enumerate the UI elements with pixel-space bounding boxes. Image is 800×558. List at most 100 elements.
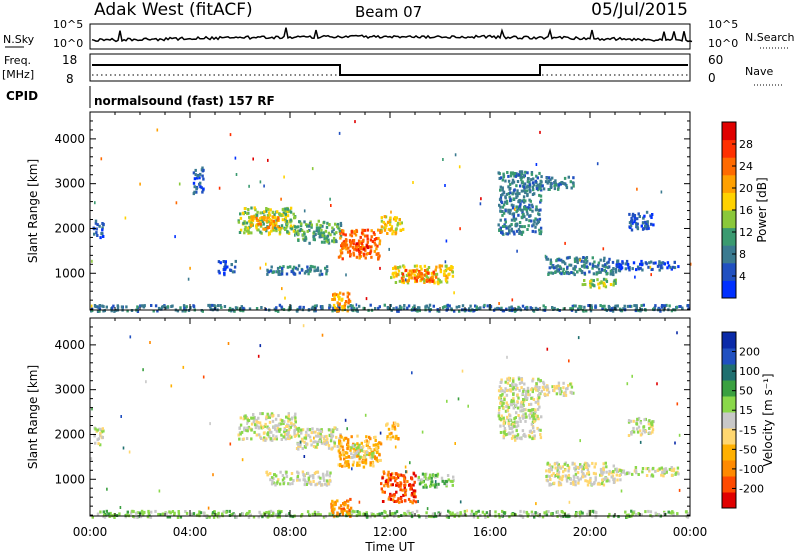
data-cell bbox=[351, 456, 354, 459]
data-cell bbox=[535, 414, 538, 418]
data-cell bbox=[383, 222, 387, 226]
data-cell bbox=[129, 335, 132, 339]
data-cell bbox=[161, 512, 165, 516]
data-cell bbox=[330, 509, 334, 513]
data-cell bbox=[508, 187, 511, 191]
data-cell bbox=[509, 199, 512, 203]
data-cell bbox=[342, 507, 345, 511]
data-cell bbox=[361, 239, 365, 243]
data-cell bbox=[357, 454, 360, 457]
freq-trace bbox=[92, 64, 688, 76]
data-cell bbox=[361, 244, 364, 247]
data-cell bbox=[631, 212, 635, 216]
data-cell bbox=[352, 251, 355, 255]
data-cell bbox=[198, 510, 201, 514]
data-cell bbox=[317, 513, 320, 516]
data-cell bbox=[520, 232, 523, 236]
data-cell bbox=[272, 270, 275, 274]
data-cell bbox=[520, 400, 523, 404]
data-cell bbox=[486, 304, 489, 308]
data-cell bbox=[325, 239, 328, 243]
data-cell bbox=[563, 272, 566, 275]
data-cell bbox=[149, 341, 151, 344]
data-cell bbox=[369, 250, 372, 254]
data-cell bbox=[521, 304, 525, 308]
data-cell bbox=[571, 306, 574, 310]
data-cell bbox=[328, 303, 331, 307]
data-cell bbox=[640, 263, 644, 267]
data-cell bbox=[605, 465, 608, 469]
data-cell bbox=[147, 509, 150, 513]
data-cell bbox=[290, 270, 293, 274]
data-cell bbox=[182, 304, 186, 308]
data-cell bbox=[535, 208, 539, 212]
data-cell bbox=[281, 287, 283, 291]
data-cell bbox=[434, 273, 437, 276]
data-cell bbox=[338, 454, 342, 458]
data-cell bbox=[657, 513, 661, 516]
data-cell bbox=[642, 216, 645, 220]
data-cell bbox=[509, 191, 512, 195]
data-cell bbox=[433, 485, 437, 489]
data-cell bbox=[305, 442, 308, 446]
data-cell bbox=[597, 263, 600, 267]
data-cell bbox=[626, 304, 630, 308]
data-cell bbox=[589, 285, 592, 289]
data-cell bbox=[316, 434, 320, 438]
colorbar-segment bbox=[722, 227, 736, 246]
data-cell bbox=[505, 192, 509, 196]
data-cell bbox=[147, 511, 150, 515]
data-cell bbox=[582, 309, 585, 313]
data-cell bbox=[402, 227, 405, 231]
data-cell bbox=[576, 270, 579, 274]
data-cell bbox=[615, 469, 618, 473]
data-cell bbox=[323, 478, 326, 482]
data-cell bbox=[323, 442, 326, 446]
data-cell bbox=[444, 274, 448, 278]
data-cell bbox=[541, 184, 544, 188]
data-cell bbox=[596, 482, 600, 486]
data-cell bbox=[349, 448, 352, 452]
data-cell bbox=[649, 214, 652, 218]
data-cell bbox=[570, 385, 574, 389]
data-cell bbox=[432, 270, 435, 274]
data-cell bbox=[303, 440, 306, 444]
data-cell bbox=[574, 468, 577, 472]
data-cell bbox=[549, 466, 553, 470]
data-cell bbox=[433, 512, 436, 516]
data-cell bbox=[523, 382, 526, 386]
data-cell bbox=[652, 261, 655, 265]
velocity-heatmap bbox=[90, 324, 690, 519]
data-cell bbox=[599, 304, 602, 307]
data-cell bbox=[228, 509, 231, 513]
data-cell bbox=[363, 234, 367, 238]
data-cell bbox=[501, 213, 504, 217]
data-cell bbox=[331, 298, 334, 301]
data-cell bbox=[365, 252, 368, 256]
data-cell bbox=[549, 258, 552, 262]
data-cell bbox=[609, 269, 613, 273]
data-cell bbox=[461, 304, 465, 308]
data-cell bbox=[611, 470, 615, 473]
data-cell bbox=[396, 475, 400, 479]
data-cell bbox=[333, 297, 336, 301]
data-cell bbox=[539, 130, 541, 134]
data-cell bbox=[651, 428, 655, 432]
data-cell bbox=[207, 506, 210, 510]
data-cell bbox=[352, 460, 355, 464]
time-tick-label: 16:00 bbox=[473, 525, 508, 539]
data-cell bbox=[192, 305, 196, 309]
data-cell bbox=[257, 222, 260, 226]
data-cell bbox=[498, 515, 501, 519]
data-cell bbox=[344, 245, 347, 249]
data-cell bbox=[510, 309, 513, 313]
data-cell bbox=[579, 439, 581, 443]
data-cell bbox=[499, 226, 502, 230]
data-cell bbox=[292, 265, 296, 269]
data-cell bbox=[358, 460, 361, 464]
data-cell bbox=[557, 470, 561, 474]
data-cell bbox=[259, 220, 262, 224]
data-cell bbox=[686, 515, 690, 519]
data-cell bbox=[502, 405, 505, 409]
